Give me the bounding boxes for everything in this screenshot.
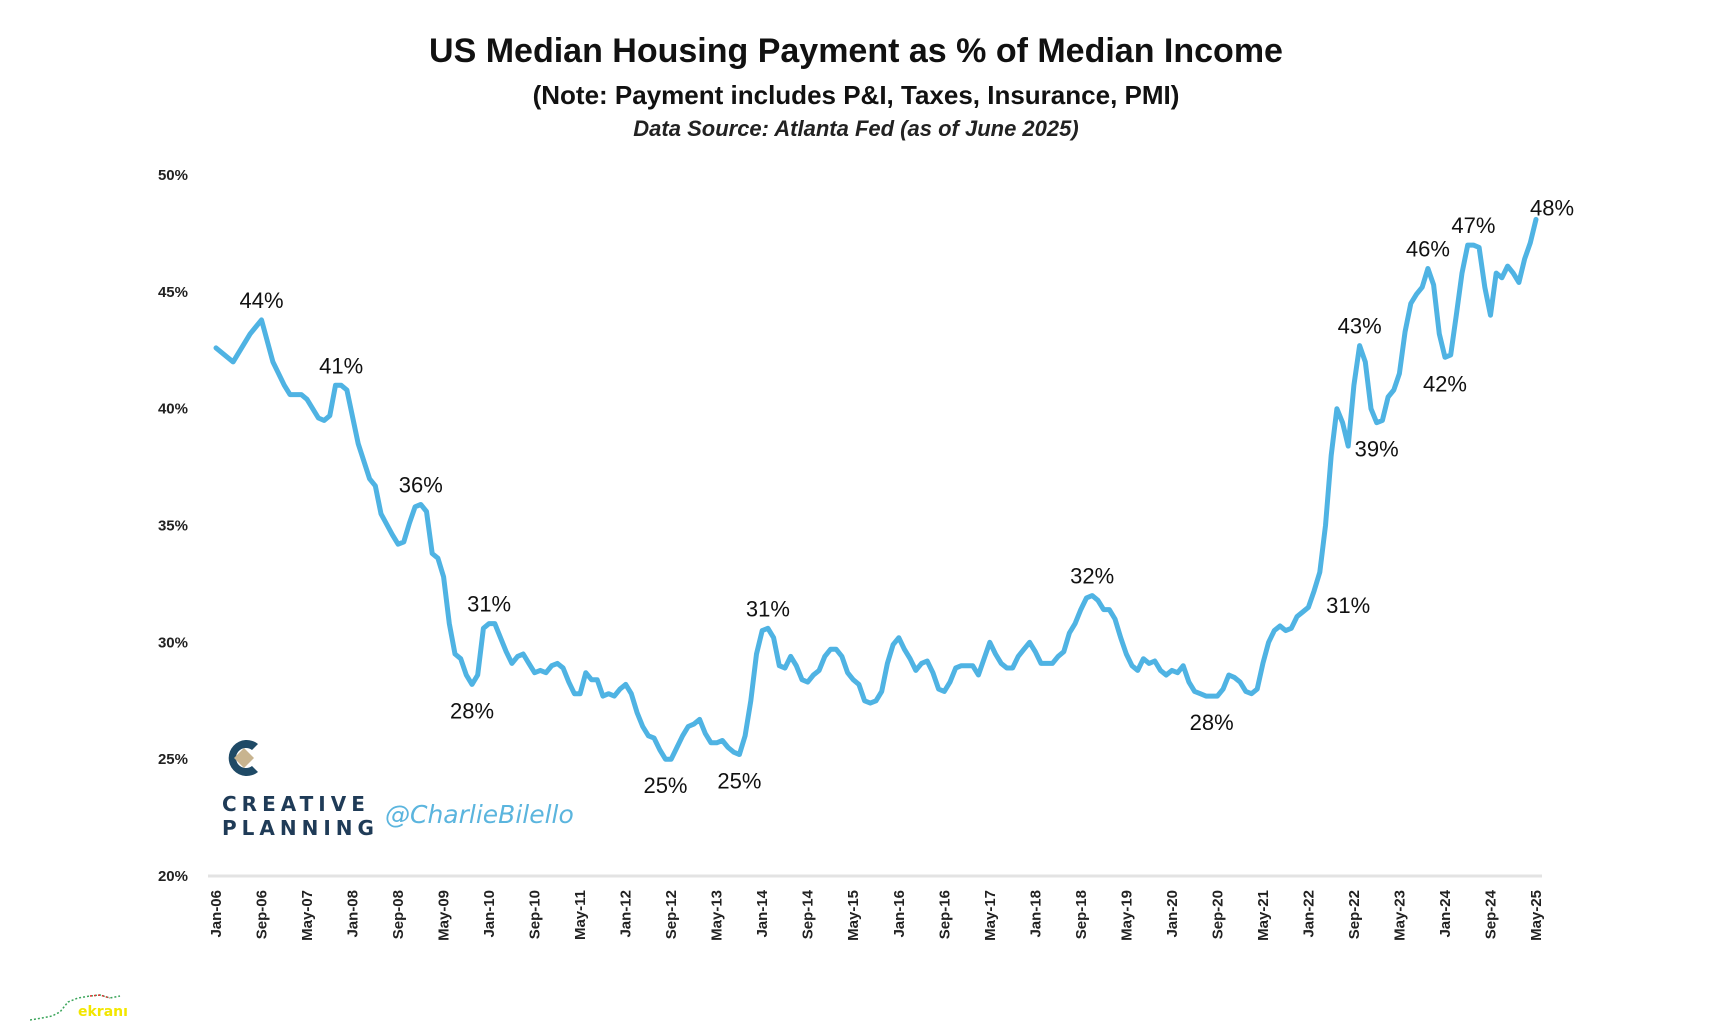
- x-tick-label: Sep-08: [390, 890, 407, 939]
- y-tick-label: 50%: [158, 167, 188, 184]
- x-tick-label: Sep-20: [1209, 890, 1226, 939]
- chart-subtitle: (Note: Payment includes P&I, Taxes, Insu…: [532, 80, 1180, 110]
- series-line: [213, 216, 1539, 762]
- data-label: 47%: [1451, 213, 1495, 238]
- logo-line-2: PLANNING: [222, 816, 379, 840]
- x-tick-label: Sep-18: [1073, 890, 1090, 939]
- logo-wordmark: CREATIVE PLANNING: [222, 792, 379, 840]
- data-label: 36%: [399, 472, 443, 497]
- x-tick-label: Sep-22: [1346, 890, 1363, 939]
- x-tick-label: Sep-16: [936, 890, 953, 939]
- watermark-sparkline-icon: [30, 994, 121, 1021]
- data-label: 28%: [450, 698, 494, 723]
- x-tick-label: May-19: [1118, 890, 1135, 941]
- x-axis: Jan-06 Sep-06 May-07 Jan-08 Sep-08 May-09 Jan-…: [208, 889, 1545, 941]
- x-tick-label: Jan-14: [754, 889, 771, 937]
- x-tick-label: May-23: [1391, 890, 1408, 941]
- x-tick-label: Jan-24: [1437, 889, 1454, 937]
- y-tick-label: 30%: [158, 634, 188, 651]
- x-tick-label: May-07: [299, 890, 316, 941]
- data-label: 46%: [1406, 236, 1450, 261]
- x-tick-label: May-11: [572, 890, 589, 940]
- data-label: 39%: [1355, 437, 1399, 462]
- annotations: 44% 41% 36% 28% 31% 25% 25% 31% 32% 28% 31% 43% 39% 4…: [239, 195, 1574, 798]
- data-label: 31%: [1326, 593, 1370, 618]
- x-tick-label: Sep-10: [527, 890, 544, 939]
- data-label: 41%: [319, 353, 363, 378]
- data-label: 42%: [1423, 371, 1467, 396]
- x-tick-label: Jan-18: [1027, 890, 1044, 938]
- data-label: 48%: [1530, 195, 1574, 220]
- y-tick-label: 20%: [158, 868, 188, 885]
- data-label: 25%: [643, 773, 687, 798]
- x-tick-label: Sep-06: [254, 890, 271, 939]
- logo-line-1: CREATIVE: [222, 792, 370, 816]
- data-source: Data Source: Atlanta Fed (as of June 202…: [633, 116, 1079, 141]
- x-tick-label: Jan-20: [1164, 890, 1181, 938]
- data-label: 31%: [746, 596, 790, 621]
- data-label: 43%: [1338, 314, 1382, 339]
- x-tick-label: Jan-22: [1300, 890, 1317, 938]
- data-label: 28%: [1190, 710, 1234, 735]
- data-label: 25%: [717, 768, 761, 793]
- data-label: 31%: [467, 592, 511, 617]
- y-tick-label: 40%: [158, 401, 188, 418]
- x-tick-label: May-15: [845, 890, 862, 941]
- y-axis: 20% 25% 30% 35% 40% 45% 50%: [158, 167, 1542, 885]
- x-tick-label: Sep-12: [663, 890, 680, 939]
- creative-planning-logo-icon: [228, 740, 258, 776]
- x-tick-label: May-21: [1255, 890, 1272, 941]
- series-layer: [213, 216, 1539, 762]
- x-tick-label: Sep-14: [800, 889, 817, 939]
- data-label: 32%: [1070, 564, 1114, 589]
- x-tick-label: Jan-16: [891, 890, 908, 938]
- y-tick-label: 45%: [158, 284, 188, 301]
- chart-title: US Median Housing Payment as % of Median…: [429, 32, 1283, 70]
- x-tick-label: Jan-10: [481, 890, 498, 938]
- x-tick-label: Sep-24: [1482, 889, 1499, 939]
- x-tick-label: Jan-06: [208, 890, 225, 938]
- x-tick-label: Jan-08: [345, 890, 362, 938]
- x-tick-label: May-09: [436, 890, 453, 941]
- x-tick-label: May-17: [982, 890, 999, 941]
- x-tick-label: May-25: [1528, 890, 1545, 941]
- y-tick-label: 35%: [158, 518, 188, 535]
- data-label: 44%: [239, 288, 283, 313]
- y-tick-label: 25%: [158, 751, 188, 768]
- x-tick-label: May-13: [709, 890, 726, 941]
- watermark-text: ekranı: [78, 1004, 128, 1020]
- x-tick-label: Jan-12: [618, 890, 635, 938]
- author-handle: @CharlieBilello: [385, 800, 574, 829]
